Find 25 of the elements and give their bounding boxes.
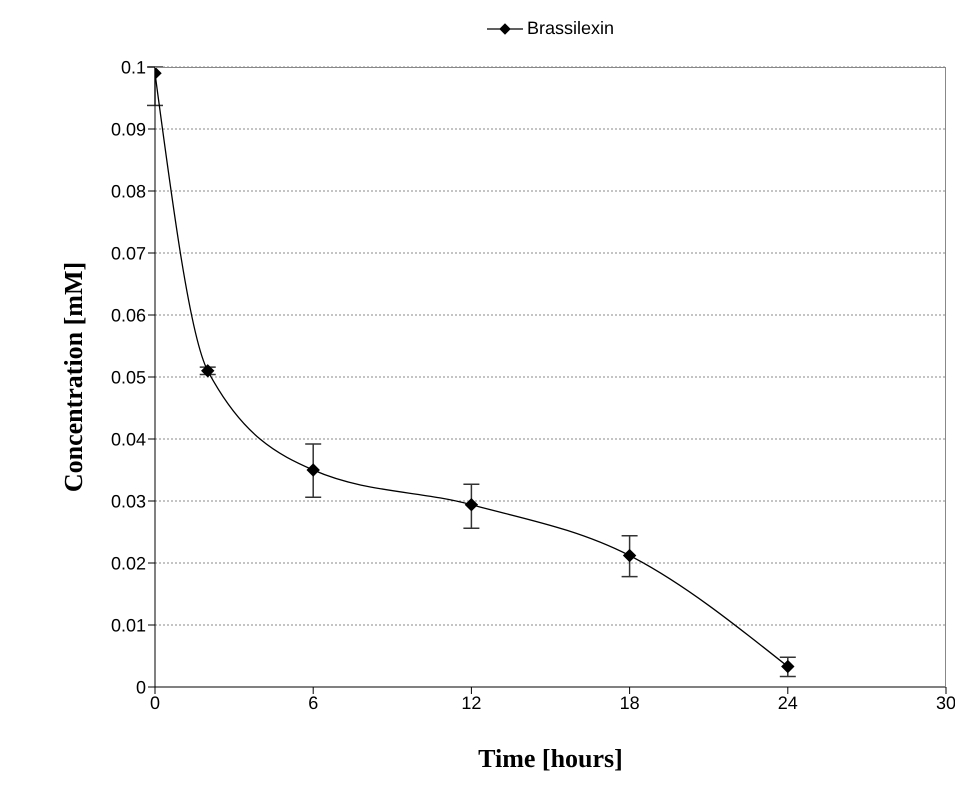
y-tick-label: 0.04 [110, 429, 146, 450]
x-tick-label: 30 [936, 692, 956, 713]
y-tick-label: 0 [136, 677, 146, 698]
point [464, 498, 478, 512]
point [306, 464, 320, 476]
x-tick-label: 18 [620, 692, 640, 713]
x-tick-label: 24 [778, 692, 798, 713]
y-tick-label: 0.05 [110, 367, 146, 388]
y-tick-label: 0.07 [110, 243, 146, 264]
y-tick-label: 0.03 [110, 491, 146, 512]
legend-label: Brassilexin [526, 18, 614, 39]
y-tick-label: 0.06 [110, 305, 146, 326]
x-axis-title: Time [hours] [478, 744, 623, 773]
x-tick-label: 0 [150, 692, 160, 713]
point [201, 364, 214, 378]
point [781, 660, 794, 674]
y-tick-label: 0.08 [110, 181, 146, 202]
y-tick-label: 0.1 [120, 57, 146, 78]
point [623, 549, 636, 562]
y-tick-label: 0.01 [110, 615, 146, 636]
x-tick-label: 12 [461, 692, 482, 713]
y-axis-title: Concentration [mM] [59, 262, 88, 492]
y-tick-label: 0.09 [110, 119, 146, 140]
x-tick-label: 6 [308, 692, 318, 713]
y-tick-label: 0.02 [110, 553, 146, 574]
